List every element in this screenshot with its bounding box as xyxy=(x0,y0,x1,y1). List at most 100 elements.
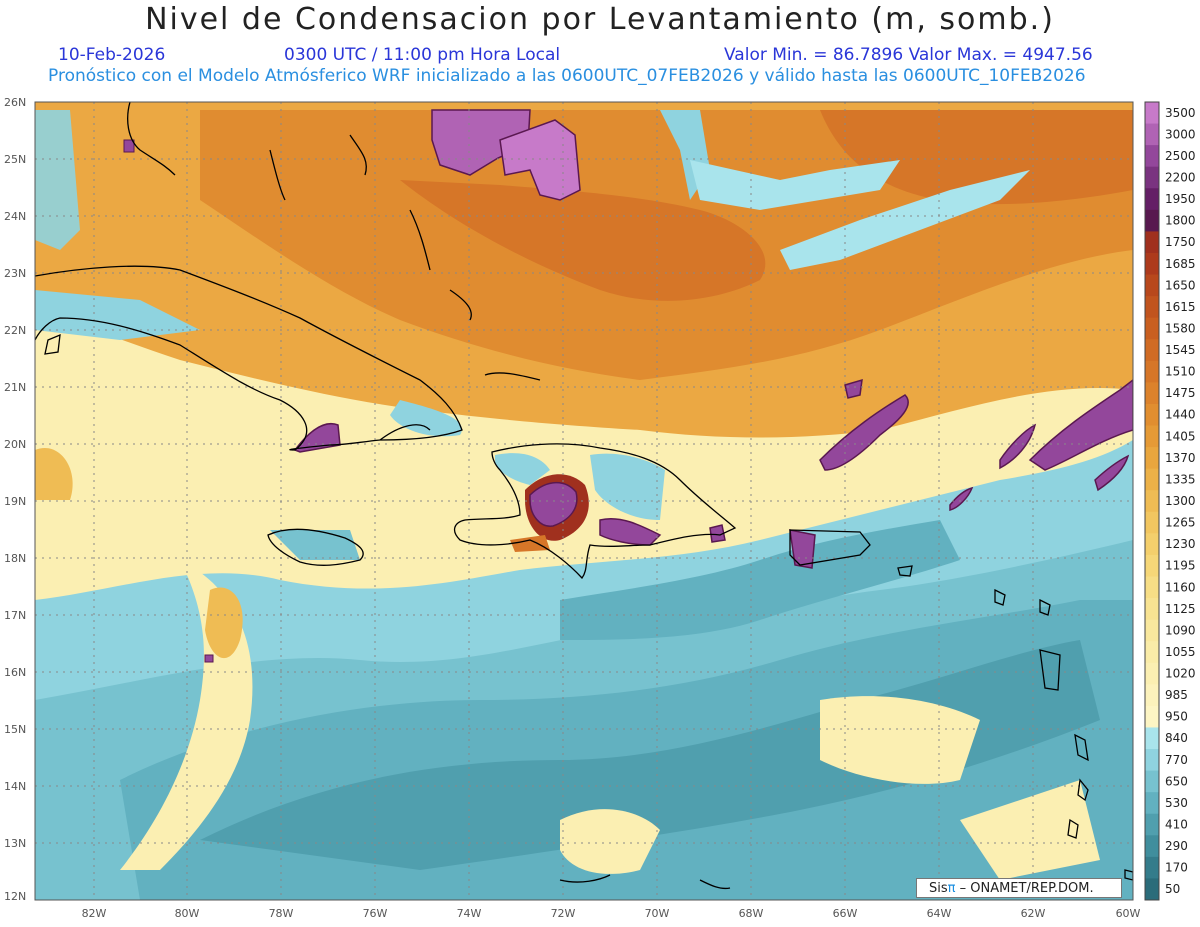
colorbar-swatch xyxy=(1145,770,1159,793)
colorbar-label: 1405 xyxy=(1165,429,1196,443)
colorbar-label: 170 xyxy=(1165,861,1188,875)
colorbar-swatch xyxy=(1145,145,1159,168)
colorbar-label: 1160 xyxy=(1165,580,1196,594)
colorbar-label: 1580 xyxy=(1165,321,1196,335)
plot-frame xyxy=(34,101,1134,901)
lat-label: 12N xyxy=(4,890,26,903)
colorbar-label: 290 xyxy=(1165,839,1188,853)
colorbar-label: 650 xyxy=(1165,774,1188,788)
colorbar-swatch xyxy=(1145,274,1159,297)
lon-label: 82W xyxy=(82,907,107,920)
colorbar-label: 1055 xyxy=(1165,645,1196,659)
colorbar-swatch xyxy=(1145,490,1159,513)
colorbar-swatch xyxy=(1145,813,1159,836)
colorbar-swatch xyxy=(1145,749,1159,772)
colorbar-frame xyxy=(1144,101,1160,901)
lat-label: 16N xyxy=(4,666,26,679)
colorbar-label: 1650 xyxy=(1165,278,1196,292)
colorbar-label: 1440 xyxy=(1165,408,1196,422)
colorbar-swatch xyxy=(1145,209,1159,232)
credit-text: – ONAMET/REP.DOM. xyxy=(959,881,1094,896)
colorbar-label: 1335 xyxy=(1165,472,1196,486)
lon-label: 78W xyxy=(269,907,294,920)
colorbar-swatch xyxy=(1145,252,1159,276)
lon-label: 80W xyxy=(175,907,200,920)
colorbar-label: 1195 xyxy=(1165,559,1196,573)
lat-label: 22N xyxy=(4,324,26,337)
colorbar-swatch xyxy=(1145,598,1159,621)
colorbar-swatch xyxy=(1145,619,1159,642)
colorbar-label: 1125 xyxy=(1165,602,1196,616)
lat-label: 17N xyxy=(4,609,26,622)
lat-label: 21N xyxy=(4,381,26,394)
colorbar-swatch xyxy=(1145,339,1159,362)
colorbar-swatch xyxy=(1145,231,1159,254)
colorbar-swatch xyxy=(1145,360,1159,383)
colorbar-label: 840 xyxy=(1165,731,1188,745)
colorbar-label: 1545 xyxy=(1165,343,1196,357)
credit-box: Sisπ – ONAMET/REP.DOM. xyxy=(916,878,1122,898)
colorbar-label: 1230 xyxy=(1165,537,1196,551)
lon-axis: 82W 80W 78W 76W 74W 72W 70W 68W 66W 64W … xyxy=(82,907,1141,920)
coastlines xyxy=(35,102,1133,890)
colorbar-label: 1615 xyxy=(1165,300,1196,314)
colorbar-swatch xyxy=(1145,166,1159,189)
colorbar-swatch xyxy=(1145,727,1159,750)
colorbar-swatch xyxy=(1145,511,1159,534)
colorbar-swatch xyxy=(1145,317,1159,340)
lat-axis: 26N 25N 24N 23N 22N 21N 20N 19N 18N 17N … xyxy=(4,96,26,903)
lat-label: 14N xyxy=(4,780,26,793)
lat-label: 23N xyxy=(4,267,26,280)
lat-label: 13N xyxy=(4,837,26,850)
colorbar-label: 1750 xyxy=(1165,235,1196,249)
colorbar-label: 50 xyxy=(1165,882,1180,896)
colorbar-swatch xyxy=(1145,554,1159,577)
colorbar-label: 3500 xyxy=(1165,106,1196,120)
lat-label: 20N xyxy=(4,438,26,451)
lon-label: 64W xyxy=(927,907,952,920)
colorbar-label: 1265 xyxy=(1165,516,1196,530)
lon-label: 60W xyxy=(1116,907,1141,920)
lat-label: 18N xyxy=(4,552,26,565)
lon-label: 68W xyxy=(739,907,764,920)
colorbar-swatch xyxy=(1145,856,1159,879)
colorbar-label: 1020 xyxy=(1165,667,1196,681)
lat-label: 24N xyxy=(4,210,26,223)
colorbar-label: 2200 xyxy=(1165,170,1196,184)
colorbar-label: 985 xyxy=(1165,688,1188,702)
colorbar-swatch xyxy=(1145,576,1159,599)
lat-label: 25N xyxy=(4,153,26,166)
colorbar-swatch xyxy=(1145,403,1159,427)
credit-logo: Sis xyxy=(929,881,948,896)
colorbar-label: 1475 xyxy=(1165,386,1196,400)
lcl-field xyxy=(35,102,1133,900)
lat-label: 26N xyxy=(4,96,26,109)
colorbar-label: 1370 xyxy=(1165,451,1196,465)
lat-label: 19N xyxy=(4,495,26,508)
colorbar-label: 1685 xyxy=(1165,257,1196,271)
lon-label: 76W xyxy=(363,907,388,920)
lon-label: 74W xyxy=(457,907,482,920)
colorbar-swatch xyxy=(1145,878,1159,901)
lat-label: 15N xyxy=(4,723,26,736)
colorbar-swatch xyxy=(1145,123,1159,146)
min-max-label: Valor Min. = 86.7896 Valor Max. = 4947.5… xyxy=(724,45,1093,65)
map-title: Nivel de Condensacion por Levantamiento … xyxy=(145,2,1055,37)
colorbar-label: 410 xyxy=(1165,818,1188,832)
colorbar-label: 2500 xyxy=(1165,149,1196,163)
colorbar-label: 1950 xyxy=(1165,192,1196,206)
colorbar-label: 770 xyxy=(1165,753,1188,767)
colorbar-swatch xyxy=(1145,684,1159,707)
colorbar-label: 1800 xyxy=(1165,214,1196,228)
colorbar-label: 1510 xyxy=(1165,365,1196,379)
lon-label: 72W xyxy=(551,907,576,920)
colorbar-label: 530 xyxy=(1165,796,1188,810)
colorbar-swatch xyxy=(1145,533,1159,556)
colorbar-swatch xyxy=(1145,188,1159,211)
colorbar-swatch xyxy=(1145,641,1159,664)
colorbar-label: 3000 xyxy=(1165,127,1196,141)
colorbar-swatch xyxy=(1145,102,1159,125)
time-label: 0300 UTC / 11:00 pm Hora Local xyxy=(284,45,561,65)
colorbar-swatch xyxy=(1145,296,1159,319)
